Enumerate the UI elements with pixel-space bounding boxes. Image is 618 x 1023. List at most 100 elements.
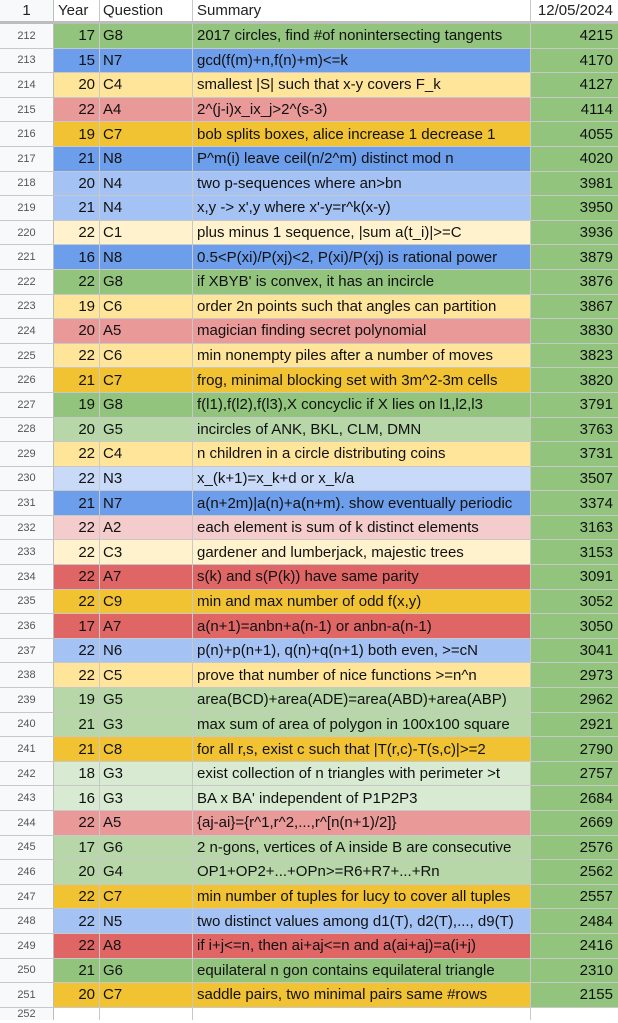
row-number[interactable]: 236: [0, 614, 54, 638]
year-cell[interactable]: 20: [54, 417, 100, 442]
question-cell[interactable]: C8: [100, 737, 193, 761]
score-cell[interactable]: 2921: [531, 712, 618, 737]
table-row[interactable]: 236 17 A7 a(n+1)=anbn+a(n-1) or anbn-a(n-1)…: [0, 614, 618, 639]
question-cell[interactable]: C6: [100, 343, 193, 368]
score-cell[interactable]: 3091: [531, 565, 618, 589]
summary-cell[interactable]: two distinct values among d1(T), d2(T),.…: [193, 909, 531, 933]
row-number[interactable]: 227: [0, 392, 54, 417]
table-row[interactable]: 237 22 N6 p(n)+p(n+1), q(n)+q(n+1) both eve…: [0, 638, 618, 664]
question-cell[interactable]: G3: [100, 786, 193, 810]
summary-cell[interactable]: s(k) and s(P(k)) have same parity: [193, 565, 531, 589]
summary-cell[interactable]: gardener and lumberjack, majestic trees: [193, 540, 531, 565]
table-row[interactable]: 251 20 C7 saddle pairs, two minimal pairs s…: [0, 983, 618, 1008]
summary-cell[interactable]: saddle pairs, two minimal pairs same #ro…: [193, 983, 531, 1007]
year-cell[interactable]: 19: [54, 392, 100, 417]
table-row[interactable]: 243 16 G3 BA x BA' independent of P1P2P3 268…: [0, 786, 618, 811]
score-cell[interactable]: 3374: [531, 491, 618, 515]
table-row[interactable]: 222 22 G8 if XBYB' is convex, it has an inc…: [0, 269, 618, 295]
question-cell[interactable]: G8: [100, 392, 193, 417]
table-row[interactable]: 245 17 G6 2 n-gons, vertices of A inside B …: [0, 835, 618, 861]
table-row[interactable]: 221 16 N8 0.5<P(xi)/P(xj)<2, P(xi)/P(xj) is…: [0, 245, 618, 270]
score-cell[interactable]: 3052: [531, 589, 618, 614]
score-cell[interactable]: 3163: [531, 515, 618, 540]
year-cell[interactable]: 17: [54, 835, 100, 860]
year-cell[interactable]: 22: [54, 269, 100, 294]
year-cell[interactable]: 16: [54, 786, 100, 810]
score-cell[interactable]: 2576: [531, 835, 618, 860]
year-cell[interactable]: 20: [54, 171, 100, 196]
row-number[interactable]: 218: [0, 171, 54, 196]
table-row[interactable]: 240 21 G3 max sum of area of polygon in 100…: [0, 712, 618, 738]
summary-cell[interactable]: two p-sequences where an>bn: [193, 171, 531, 196]
question-cell[interactable]: C3: [100, 540, 193, 565]
question-cell[interactable]: G4: [100, 860, 193, 884]
row-number[interactable]: 247: [0, 884, 54, 909]
row-number[interactable]: 237: [0, 638, 54, 663]
row-number[interactable]: 249: [0, 933, 54, 958]
score-cell[interactable]: 2484: [531, 909, 618, 933]
row-number[interactable]: 229: [0, 442, 54, 466]
summary-cell[interactable]: if i+j<=n, then ai+aj<=n and a(ai+aj)=a(…: [193, 933, 531, 958]
table-row[interactable]: 218 20 N4 two p-sequences where an>bn 3981: [0, 171, 618, 197]
summary-cell[interactable]: x,y -> x',y where x'-y=r^k(x-y): [193, 196, 531, 220]
row-number[interactable]: 244: [0, 811, 54, 835]
score-cell[interactable]: 3936: [531, 220, 618, 245]
column-header-date[interactable]: 12/05/2024: [531, 0, 618, 21]
row-number[interactable]: 223: [0, 294, 54, 319]
summary-cell[interactable]: n children in a circle distributing coin…: [193, 442, 531, 466]
score-cell[interactable]: 3041: [531, 638, 618, 663]
summary-cell[interactable]: for all r,s, exist c such that |T(r,c)-T…: [193, 737, 531, 761]
year-cell[interactable]: 20: [54, 860, 100, 884]
question-cell[interactable]: A7: [100, 565, 193, 589]
question-cell[interactable]: G8: [100, 269, 193, 294]
summary-cell[interactable]: each element is sum of k distinct elemen…: [193, 515, 531, 540]
question-cell[interactable]: [100, 1007, 193, 1020]
table-row[interactable]: 246 20 G4 OP1+OP2+...+OPn>=R6+R7+...+Rn 2562: [0, 860, 618, 885]
row-number[interactable]: 232: [0, 515, 54, 540]
score-cell[interactable]: 2684: [531, 786, 618, 810]
year-cell[interactable]: 22: [54, 540, 100, 565]
year-cell[interactable]: 18: [54, 761, 100, 786]
year-cell[interactable]: 15: [54, 48, 100, 73]
score-cell[interactable]: 3731: [531, 442, 618, 466]
summary-cell[interactable]: frog, minimal blocking set with 3m^2-3m …: [193, 368, 531, 392]
year-cell[interactable]: 22: [54, 343, 100, 368]
question-cell[interactable]: A2: [100, 515, 193, 540]
summary-cell[interactable]: equilateral n gon contains equilateral t…: [193, 958, 531, 983]
year-cell[interactable]: 21: [54, 196, 100, 220]
question-cell[interactable]: C7: [100, 122, 193, 146]
score-cell[interactable]: 3981: [531, 171, 618, 196]
table-row[interactable]: 252: [0, 1007, 618, 1020]
year-cell[interactable]: 21: [54, 737, 100, 761]
question-cell[interactable]: G6: [100, 958, 193, 983]
question-cell[interactable]: A5: [100, 811, 193, 835]
table-row[interactable]: 219 21 N4 x,y -> x',y where x'-y=r^k(x-y) 39…: [0, 196, 618, 221]
row-number-header[interactable]: 1: [0, 0, 54, 21]
score-cell[interactable]: 3867: [531, 294, 618, 319]
row-number[interactable]: 238: [0, 663, 54, 688]
summary-cell[interactable]: 2 n-gons, vertices of A inside B are con…: [193, 835, 531, 860]
score-cell[interactable]: 3950: [531, 196, 618, 220]
table-row[interactable]: 216 19 C7 bob splits boxes, alice increase …: [0, 122, 618, 147]
table-row[interactable]: 242 18 G3 exist collection of n triangles w…: [0, 761, 618, 787]
row-number[interactable]: 228: [0, 417, 54, 442]
score-cell[interactable]: 2155: [531, 983, 618, 1007]
summary-cell[interactable]: exist collection of n triangles with per…: [193, 761, 531, 786]
row-number[interactable]: 234: [0, 565, 54, 589]
question-cell[interactable]: A7: [100, 614, 193, 638]
question-cell[interactable]: C4: [100, 442, 193, 466]
year-cell[interactable]: 20: [54, 983, 100, 1007]
row-number[interactable]: 217: [0, 146, 54, 171]
summary-cell[interactable]: 2017 circles, find #of nonintersecting t…: [193, 24, 531, 48]
question-cell[interactable]: C7: [100, 368, 193, 392]
summary-cell[interactable]: a(n+1)=anbn+a(n-1) or anbn-a(n-1): [193, 614, 531, 638]
year-cell[interactable]: 19: [54, 122, 100, 146]
table-row[interactable]: 234 22 A7 s(k) and s(P(k)) have same parity…: [0, 565, 618, 590]
column-header-question[interactable]: Question: [100, 0, 193, 21]
year-cell[interactable]: 21: [54, 958, 100, 983]
summary-cell[interactable]: magician finding secret polynomial: [193, 319, 531, 343]
question-cell[interactable]: N4: [100, 196, 193, 220]
score-cell[interactable]: 2562: [531, 860, 618, 884]
year-cell[interactable]: 22: [54, 97, 100, 122]
score-cell[interactable]: 3791: [531, 392, 618, 417]
